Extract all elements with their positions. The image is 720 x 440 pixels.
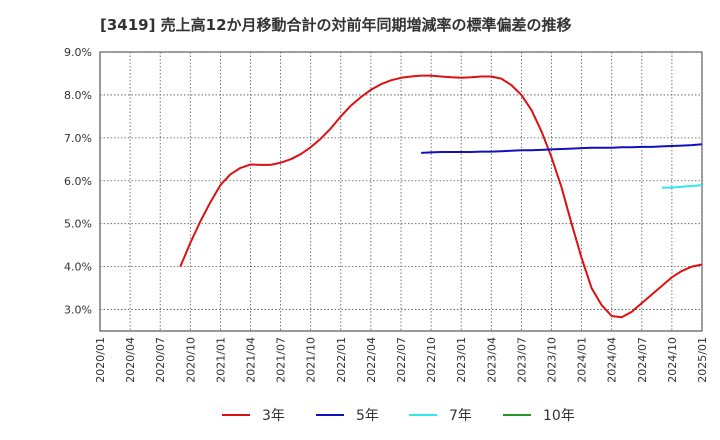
- x-tick-label: 2021/07: [275, 337, 288, 383]
- x-tick-label: 2022/01: [335, 337, 348, 383]
- x-tick-label: 2021/10: [305, 337, 318, 383]
- series-line-7年: [661, 184, 703, 189]
- grid: [100, 51, 703, 331]
- x-tick-label: 2021/01: [214, 337, 227, 383]
- x-tick-label: 2023/10: [546, 337, 559, 383]
- y-tick-label: 3.0%: [64, 304, 92, 317]
- x-tick-label: 2020/04: [124, 337, 137, 383]
- series-lines: [179, 74, 703, 319]
- legend: 3年 5年 7年 10年: [222, 408, 575, 424]
- x-tick-label: 2024/04: [606, 337, 619, 383]
- x-tick-label: 2021/04: [245, 337, 258, 383]
- y-tick-label: 9.0%: [64, 46, 92, 59]
- legend-label: 5年: [356, 408, 379, 424]
- x-tick-label: 2023/04: [485, 337, 498, 383]
- x-tick-label: 2025/01: [696, 337, 709, 383]
- y-tick-label: 5.0%: [64, 218, 92, 231]
- series-line-5年: [421, 143, 703, 154]
- y-tick-label: 6.0%: [64, 175, 92, 188]
- y-tick-label: 4.0%: [64, 261, 92, 274]
- legend-label: 7年: [449, 408, 472, 424]
- legend-label: 10年: [543, 408, 575, 424]
- x-tick-label: 2020/01: [94, 337, 107, 383]
- y-axis: 3.0% 4.0% 5.0% 6.0% 7.0% 8.0% 9.0%: [64, 46, 92, 317]
- series-line-3年: [179, 74, 703, 319]
- x-tick-label: 2024/07: [636, 337, 649, 383]
- chart-title: [3419] 売上高12か月移動合計の対前年同期増減率の標準偏差の推移: [100, 16, 572, 34]
- x-tick-label: 2022/04: [365, 337, 378, 383]
- x-tick-label: 2020/07: [154, 337, 167, 383]
- plot-area: [99, 51, 703, 332]
- x-tick-label: 2024/01: [576, 337, 589, 383]
- x-tick-label: 2020/10: [184, 337, 197, 383]
- legend-label: 3年: [262, 408, 285, 424]
- x-tick-label: 2023/01: [455, 337, 468, 383]
- x-axis: 2020/01 2020/04 2020/07 2020/10 2021/01 2021/…: [94, 337, 709, 383]
- x-tick-label: 2022/07: [395, 337, 408, 383]
- x-tick-label: 2022/10: [425, 337, 438, 383]
- x-tick-label: 2023/07: [515, 337, 528, 383]
- y-tick-label: 7.0%: [64, 132, 92, 145]
- y-tick-label: 8.0%: [64, 89, 92, 102]
- x-tick-label: 2024/10: [666, 337, 679, 383]
